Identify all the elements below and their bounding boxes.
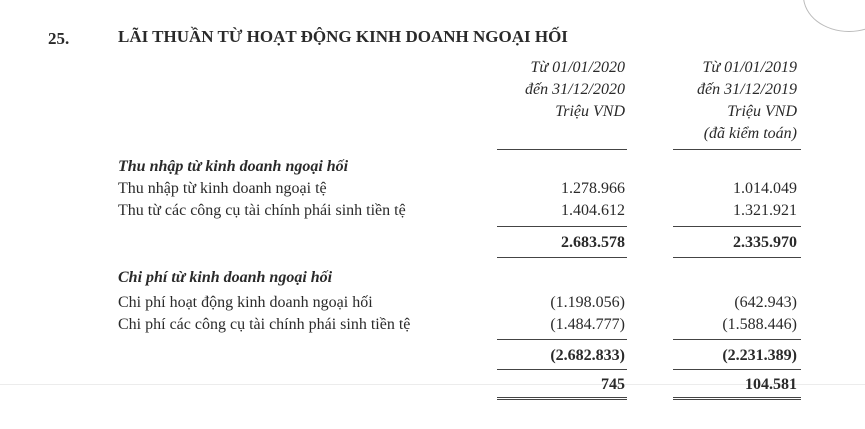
section-title: LÃI THUẦN TỪ HOẠT ĐỘNG KINH DOANH NGOẠI … [118,27,568,46]
subtotal-rule [497,339,627,340]
header-rule [673,149,801,150]
income-total: 2.683.578 [561,234,625,251]
row-label: Chi phí hoạt động kinh doanh ngoại hối [118,294,373,311]
section-number: 25. [48,29,70,48]
total-rule [497,257,627,258]
scan-artifact-line [0,384,865,385]
total-rule [497,369,627,370]
col2-header-line: (đã kiểm toán) [703,125,797,142]
expense-total: (2.231.389) [722,347,797,364]
row-value: (642.943) [734,294,797,311]
col1-header-line: đến 31/12/2020 [525,81,625,98]
col2-header-line: đến 31/12/2019 [697,81,797,98]
income-total: 2.335.970 [733,234,797,251]
col2-header-line: Từ 01/01/2019 [702,59,797,76]
net-total: 104.581 [745,376,797,393]
subtotal-rule [497,226,627,227]
total-rule [673,257,801,258]
expense-total: (2.682.833) [550,347,625,364]
double-rule [673,397,801,400]
row-value: 1.014.049 [733,180,797,197]
row-label: Thu từ các công cụ tài chính phái sinh t… [118,202,406,219]
row-value: (1.198.056) [550,294,625,311]
row-label: Chi phí các công cụ tài chính phái sinh … [118,316,411,333]
subtotal-rule [673,339,801,340]
col1-header-line: Từ 01/01/2020 [530,59,625,76]
col1-header-line: Triệu VND [555,103,625,120]
row-value: 1.321.921 [733,202,797,219]
net-total: 745 [601,376,625,393]
subtotal-rule [673,226,801,227]
row-value: 1.278.966 [561,180,625,197]
row-label: Thu nhập từ kinh doanh ngoại tệ [118,180,327,197]
row-value: (1.588.446) [722,316,797,333]
income-heading: Thu nhập từ kinh doanh ngoại hối [118,158,349,175]
header-rule [497,149,627,150]
total-rule [673,369,801,370]
expense-heading: Chi phí từ kinh doanh ngoại hối [118,269,333,286]
stamp-mark [803,0,865,32]
row-value: (1.484.777) [550,316,625,333]
row-value: 1.404.612 [561,202,625,219]
col2-header-line: Triệu VND [727,103,797,120]
double-rule [497,397,627,400]
